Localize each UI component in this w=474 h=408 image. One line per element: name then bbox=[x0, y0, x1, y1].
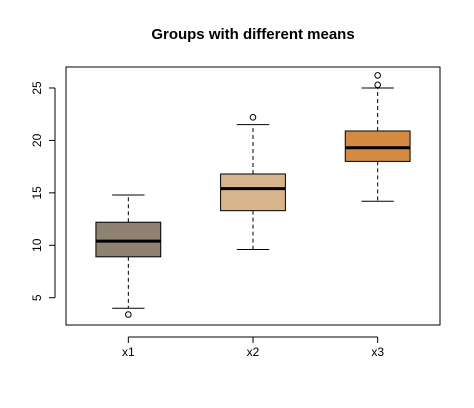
box-x2 bbox=[220, 114, 286, 250]
x-tick-label-x2: x2 bbox=[247, 345, 260, 359]
y-tick-label: 15 bbox=[30, 186, 44, 200]
outlier-point bbox=[125, 311, 132, 318]
y-tick-label: 20 bbox=[30, 133, 44, 147]
chart-title: Groups with different means bbox=[151, 26, 354, 43]
outlier-point bbox=[374, 72, 381, 79]
y-axis: 5 10 15 20 25 bbox=[30, 81, 56, 301]
y-tick-label: 25 bbox=[30, 81, 44, 95]
x-tick-label-x1: x1 bbox=[122, 345, 135, 359]
x-tick-label-x3: x3 bbox=[371, 345, 384, 359]
outlier-point bbox=[249, 114, 257, 121]
plot-frame bbox=[65, 66, 441, 326]
box-body bbox=[95, 221, 162, 258]
box-body bbox=[220, 173, 286, 212]
box-x3 bbox=[344, 72, 411, 202]
boxes bbox=[95, 72, 411, 318]
y-tick-label: 10 bbox=[30, 238, 44, 252]
box-body bbox=[344, 130, 411, 162]
outlier-point bbox=[374, 81, 381, 89]
box-x1 bbox=[95, 194, 162, 318]
x-axis: x1 x2 x3 bbox=[122, 336, 384, 359]
y-tick-label: 5 bbox=[30, 294, 44, 301]
